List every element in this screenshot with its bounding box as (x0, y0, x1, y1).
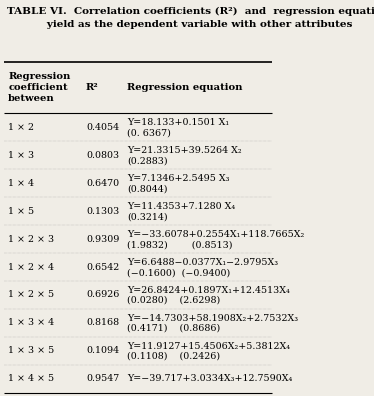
Text: (0.3214): (0.3214) (127, 212, 168, 221)
Text: (0.2883): (0.2883) (127, 156, 168, 166)
Text: 0.6926: 0.6926 (86, 290, 119, 299)
Text: 0.1303: 0.1303 (86, 207, 119, 216)
Text: 1 × 2 × 5: 1 × 2 × 5 (8, 290, 54, 299)
Text: Y=11.4353+7.1280 X₄: Y=11.4353+7.1280 X₄ (127, 202, 235, 211)
Text: (0. 6367): (0. 6367) (127, 128, 171, 137)
Text: R²: R² (86, 84, 99, 92)
Text: 0.9547: 0.9547 (86, 374, 119, 383)
Text: (0.1108)    (0.2426): (0.1108) (0.2426) (127, 352, 220, 361)
Text: Y=−33.6078+0.2554X₁+118.7665X₂: Y=−33.6078+0.2554X₁+118.7665X₂ (127, 230, 304, 239)
Text: 1 × 5: 1 × 5 (8, 207, 34, 216)
Text: (0.8044): (0.8044) (127, 184, 168, 193)
Text: (0.4171)    (0.8686): (0.4171) (0.8686) (127, 324, 220, 333)
Text: Y=6.6488−0.0377X₁−2.9795X₃: Y=6.6488−0.0377X₁−2.9795X₃ (127, 258, 278, 267)
Text: Y=−14.7303+58.1908X₂+2.7532X₃: Y=−14.7303+58.1908X₂+2.7532X₃ (127, 314, 298, 323)
Text: (0.0280)    (2.6298): (0.0280) (2.6298) (127, 296, 220, 305)
Text: (1.9832)        (0.8513): (1.9832) (0.8513) (127, 240, 233, 249)
Text: 0.0803: 0.0803 (86, 151, 119, 160)
Text: 1 × 2 × 4: 1 × 2 × 4 (8, 263, 54, 272)
Text: Y=−39.717+3.0334X₃+12.7590X₄: Y=−39.717+3.0334X₃+12.7590X₄ (127, 374, 292, 383)
Text: Y=18.133+0.1501 X₁: Y=18.133+0.1501 X₁ (127, 118, 229, 128)
Text: TABLE VI.  Correlation coefficients (R²)  and  regression equation
           yi: TABLE VI. Correlation coefficients (R²) … (7, 7, 374, 29)
Text: 0.4054: 0.4054 (86, 123, 119, 132)
Text: Y=26.8424+0.1897X₁+12.4513X₄: Y=26.8424+0.1897X₁+12.4513X₄ (127, 286, 290, 295)
Text: Y=11.9127+15.4506X₂+5.3812X₄: Y=11.9127+15.4506X₂+5.3812X₄ (127, 342, 290, 351)
Text: 0.6542: 0.6542 (86, 263, 119, 272)
Text: Regression
coefficient
between: Regression coefficient between (8, 72, 71, 103)
Text: 1 × 3: 1 × 3 (8, 151, 34, 160)
Text: Y=21.3315+39.5264 X₂: Y=21.3315+39.5264 X₂ (127, 147, 242, 155)
Text: 1 × 2: 1 × 2 (8, 123, 34, 132)
Text: Y=7.1346+2.5495 X₃: Y=7.1346+2.5495 X₃ (127, 174, 230, 183)
Text: 0.8168: 0.8168 (86, 318, 119, 327)
Text: 1 × 4: 1 × 4 (8, 179, 34, 188)
Text: 0.1094: 0.1094 (86, 346, 119, 355)
Text: 1 × 3 × 4: 1 × 3 × 4 (8, 318, 54, 327)
Text: (−0.1600)  (−0.9400): (−0.1600) (−0.9400) (127, 268, 230, 277)
Text: Regression equation: Regression equation (127, 84, 242, 92)
Text: 1 × 4 × 5: 1 × 4 × 5 (8, 374, 54, 383)
Text: 0.9309: 0.9309 (86, 234, 119, 244)
Text: 1 × 3 × 5: 1 × 3 × 5 (8, 346, 55, 355)
Text: 0.6470: 0.6470 (86, 179, 119, 188)
Text: 1 × 2 × 3: 1 × 2 × 3 (8, 234, 54, 244)
